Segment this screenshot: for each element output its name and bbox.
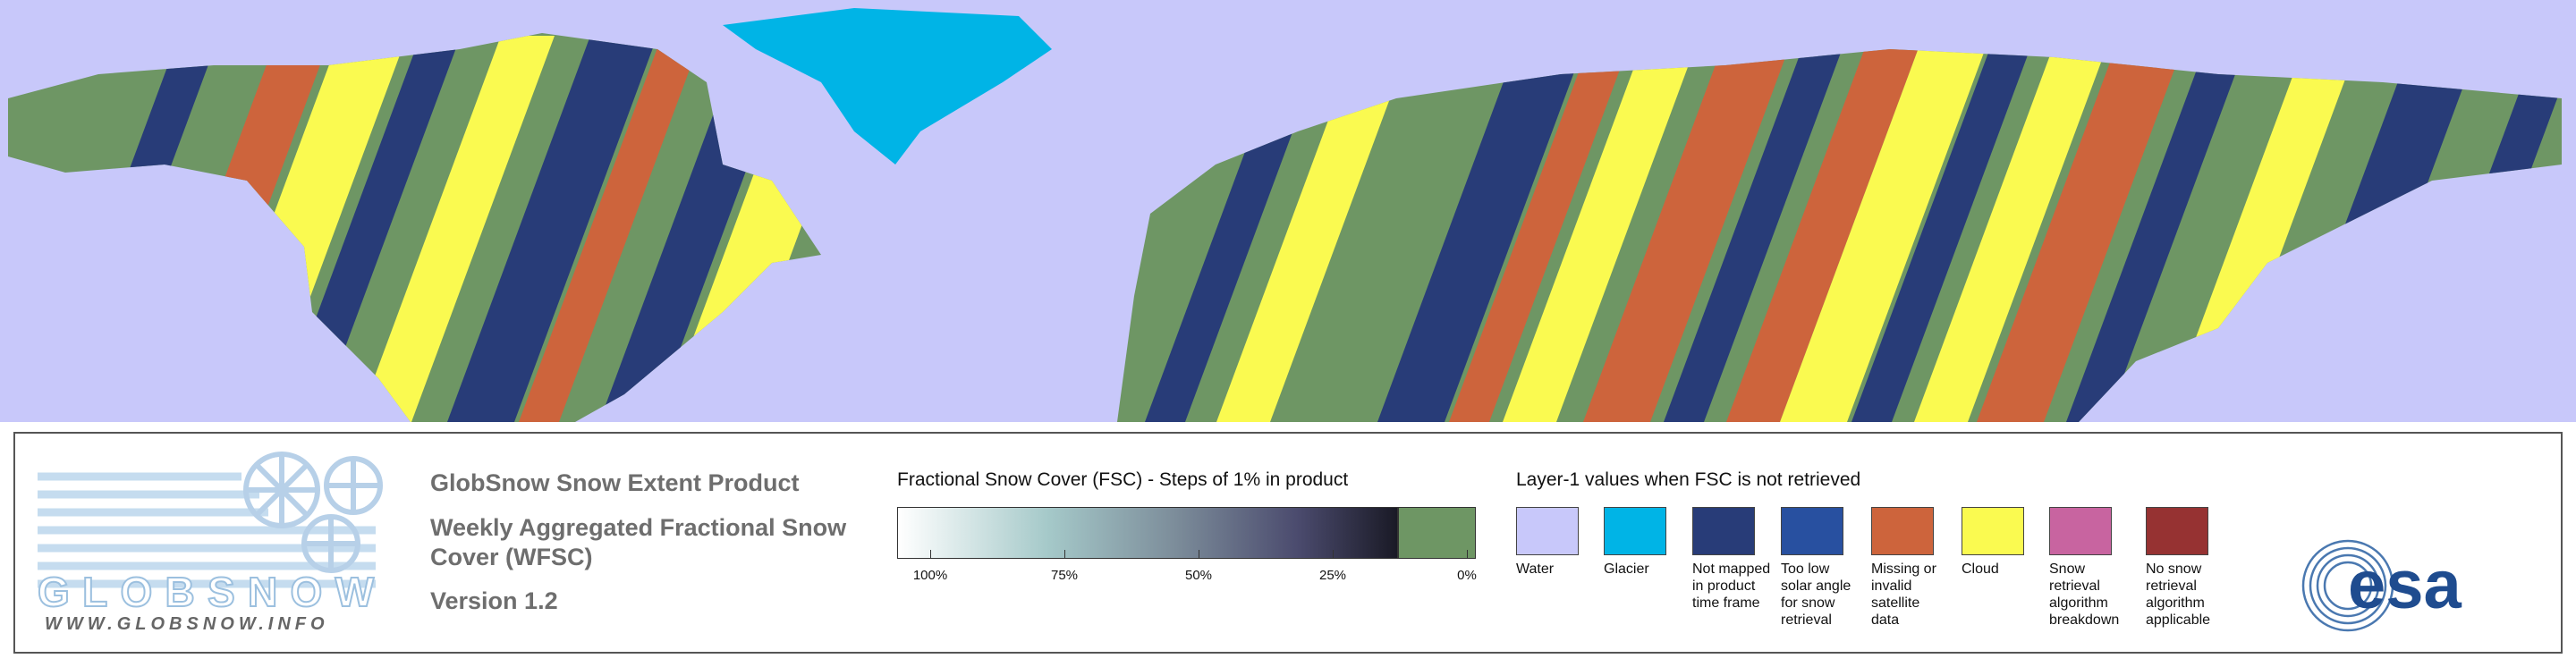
logo-url: WWW.GLOBSNOW.INFO	[45, 614, 329, 634]
satellite-swath	[447, 36, 657, 422]
satellite-swath	[1216, 36, 1413, 422]
product-description: Weekly Aggregated Fractional Snow Cover …	[430, 514, 847, 570]
legend-label: Too low solar angle for snow retrieval	[1781, 561, 1852, 628]
logo-name: GLOBSNOW	[38, 569, 375, 615]
satellite-swath	[519, 36, 702, 422]
snow-map	[0, 0, 2576, 422]
satellite-swath	[1449, 36, 1632, 422]
product-title: GlobSnow Snow Extent Product	[430, 469, 800, 496]
product-version: Version 1.2	[430, 587, 558, 614]
satellite-swath	[1583, 36, 1793, 422]
satellite-swath	[1780, 36, 1990, 422]
globsnow-logo: GLOBSNOW WWW.GLOBSNOW.INFO	[37, 452, 383, 634]
fsc-tick	[930, 550, 931, 559]
fsc-tick	[1467, 550, 1468, 559]
legend-swatch	[2146, 507, 2208, 555]
esa-logo: esa	[2301, 539, 2462, 632]
legend-swatch	[1781, 507, 1843, 555]
legend-swatch	[2049, 507, 2112, 555]
fsc-tick-label: 50%	[1184, 568, 1213, 583]
satellite-swath	[1977, 36, 2187, 422]
legend-label: Not mapped in product time frame	[1692, 561, 1771, 611]
satellite-swath	[1503, 36, 1699, 422]
esa-wordmark: esa	[2348, 547, 2462, 623]
fsc-tick-label: 100%	[912, 568, 948, 583]
legend-panel	[13, 432, 2563, 654]
fsc-tick	[1064, 550, 1065, 559]
satellite-swath	[1377, 36, 1588, 422]
fsc-gradient	[897, 507, 1398, 559]
satellite-swath	[358, 36, 555, 422]
legend-label: Cloud	[1962, 561, 1999, 577]
fsc-tick-label: 25%	[1318, 568, 1347, 583]
fsc-title: Fractional Snow Cover (FSC) - Steps of 1…	[897, 469, 1349, 490]
satellite-swath	[2165, 36, 2361, 422]
legend-swatch	[1516, 507, 1579, 555]
snow-free-swatch	[1398, 507, 1476, 559]
legend-label: No snow retrieval algorithm applicable	[2146, 561, 2211, 628]
legend-label: Missing or invalid satellite data	[1871, 561, 1936, 628]
satellite-swath	[2066, 36, 2250, 422]
fsc-tick	[1333, 550, 1334, 559]
legend-swatch	[1692, 507, 1755, 555]
satellite-swath	[1664, 36, 1847, 422]
satellite-swath	[1726, 36, 1923, 422]
satellite-swath	[1914, 36, 2111, 422]
fsc-tick-label: 0%	[1457, 568, 1477, 583]
legend-swatch	[1604, 507, 1666, 555]
satellite-swath	[1852, 36, 2035, 422]
legend-label: Glacier	[1604, 561, 1649, 577]
legend-label: Snow retrieval algorithm breakdown	[2049, 561, 2120, 628]
greenland	[723, 8, 1052, 165]
fsc-tick-label: 75%	[1050, 568, 1079, 583]
legend-swatch	[1871, 507, 1934, 555]
layer1-title: Layer-1 values when FSC is not retrieved	[1516, 469, 1861, 490]
legend-label: Water	[1516, 561, 1555, 577]
legend-swatch	[1962, 507, 2024, 555]
